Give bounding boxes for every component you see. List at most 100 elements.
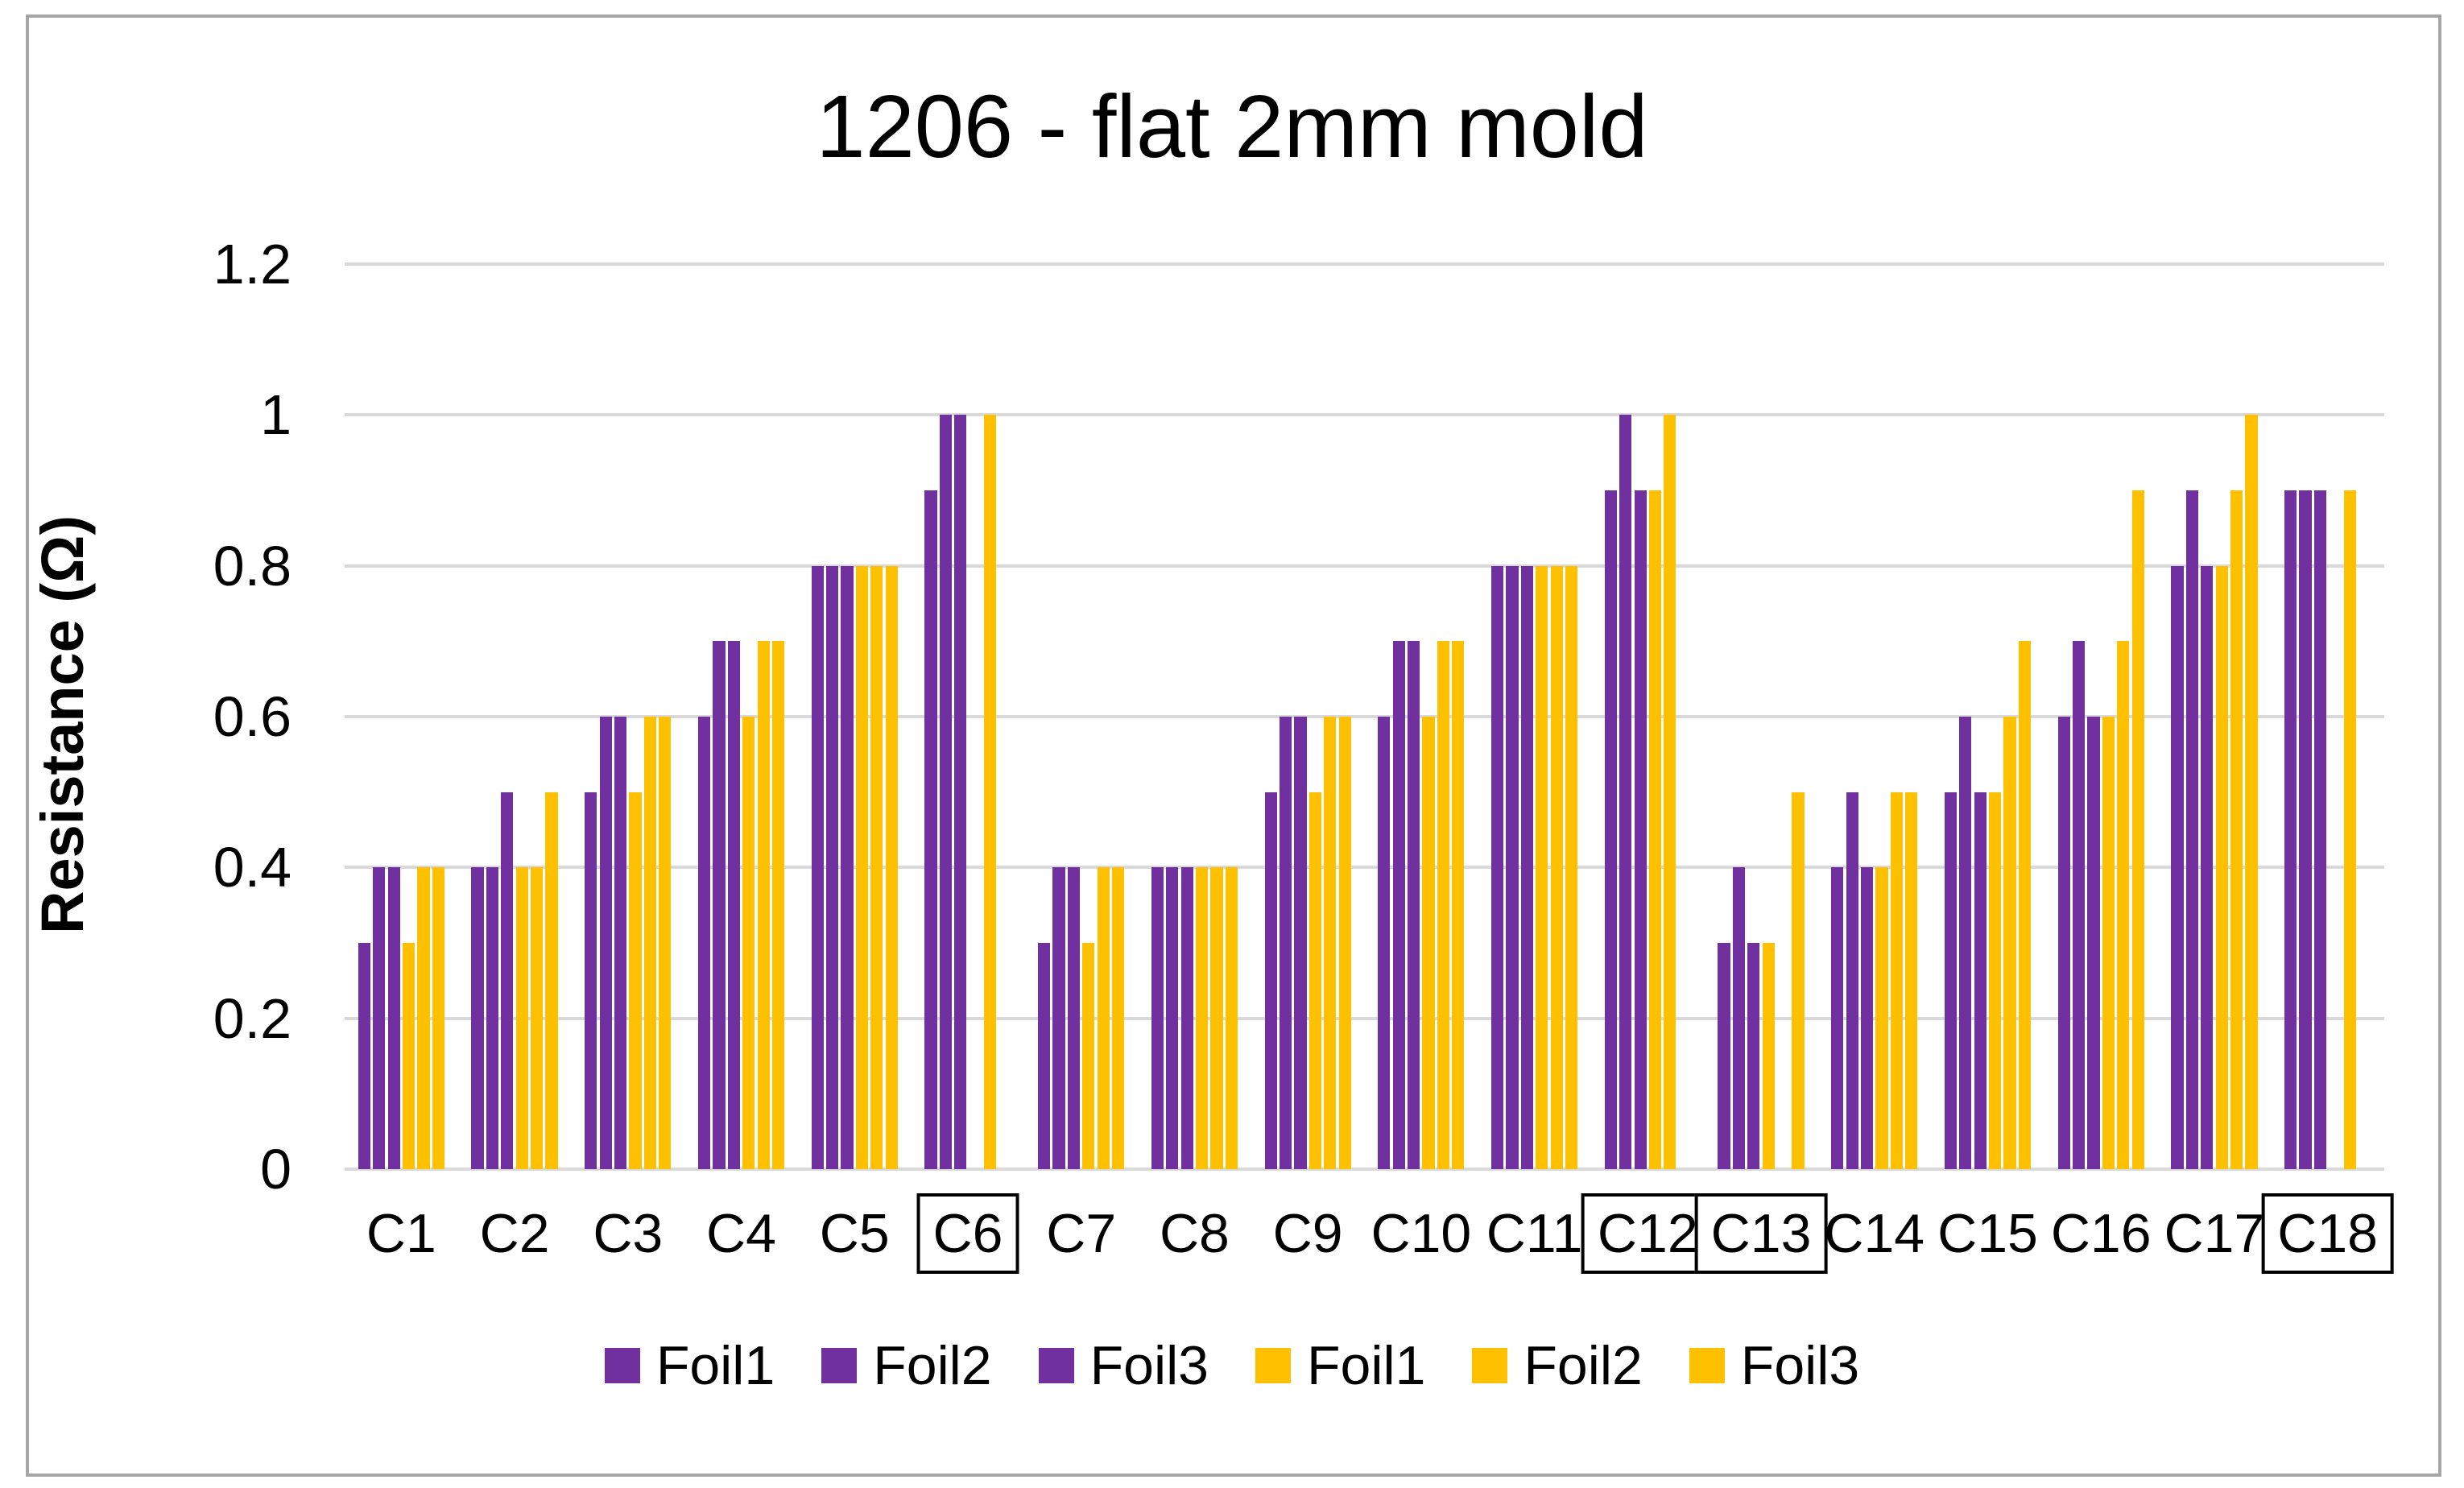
- bar-c17-foil1-purple: [2171, 565, 2184, 1169]
- bar-c1-foil3-purple: [387, 867, 400, 1169]
- bar-c5-foil1-purple: [811, 565, 824, 1169]
- bar-c1-foil1-yellow: [402, 943, 415, 1169]
- bar-c4-foil2-yellow: [757, 641, 770, 1169]
- bar-c11-foil1-purple: [1490, 565, 1504, 1169]
- bar-c10-foil3-yellow: [1452, 641, 1465, 1169]
- legend-item: Foil1: [1255, 1338, 1425, 1393]
- y-tick-label: 1: [260, 383, 291, 447]
- bar-c15-foil1-yellow: [1989, 792, 2002, 1169]
- bar-c2-foil1-yellow: [515, 867, 528, 1169]
- bar-c8-foil3-purple: [1180, 867, 1193, 1169]
- bar-c12-foil1-yellow: [1648, 490, 1662, 1169]
- x-category-label-c17: C17: [2164, 1203, 2265, 1264]
- y-tick-label: 0.4: [213, 836, 291, 899]
- bar-c5-foil1-yellow: [855, 565, 869, 1169]
- legend-item: Foil3: [1689, 1338, 1859, 1393]
- y-tick-label: 0.2: [213, 986, 291, 1050]
- bar-c16-foil2-purple: [2072, 641, 2086, 1169]
- bar-c17-foil3-yellow: [2245, 415, 2258, 1169]
- bar-c16-foil1-yellow: [2102, 717, 2115, 1169]
- bar-c10-foil1-yellow: [1422, 717, 1435, 1169]
- bar-c13-foil1-purple: [1718, 943, 1730, 1169]
- x-category-label-c8: C8: [1159, 1203, 1230, 1264]
- legend-swatch-icon: [821, 1348, 858, 1383]
- bar-c17-foil3-purple: [2201, 565, 2214, 1169]
- gridline: [345, 1168, 2384, 1171]
- bar-c4-foil1-yellow: [742, 717, 755, 1169]
- bar-c7-foil3-yellow: [1112, 867, 1125, 1169]
- bar-c7-foil2-yellow: [1097, 867, 1110, 1169]
- bar-c5-foil3-purple: [841, 565, 854, 1169]
- bar-c18-foil2-purple: [2299, 490, 2312, 1169]
- bar-c16-foil3-purple: [2087, 717, 2100, 1169]
- x-category-label-c6: C6: [916, 1193, 1019, 1274]
- bar-c11-foil2-purple: [1506, 565, 1519, 1169]
- bar-c1-foil2-yellow: [417, 867, 430, 1169]
- x-category-label-c2: C2: [479, 1203, 550, 1264]
- gridline: [345, 262, 2384, 267]
- bar-c14-foil1-yellow: [1875, 867, 1888, 1169]
- bar-c18-foil3-purple: [2313, 490, 2327, 1169]
- bar-c3-foil3-purple: [614, 717, 627, 1169]
- bar-c7-foil2-purple: [1052, 867, 1065, 1169]
- bar-c4-foil3-yellow: [771, 641, 785, 1169]
- bar-c9-foil2-yellow: [1324, 717, 1337, 1169]
- bar-c12-foil2-yellow: [1664, 415, 1676, 1169]
- bar-c15-foil1-purple: [1944, 792, 1958, 1169]
- legend-item: Foil3: [1038, 1335, 1209, 1396]
- legend-label: Foil3: [1089, 1335, 1209, 1396]
- bar-c3-foil1-purple: [585, 792, 597, 1169]
- bar-c9-foil1-yellow: [1308, 792, 1321, 1169]
- chart-title: 1206 - flat 2mm mold: [816, 77, 1648, 176]
- legend-item: Foil1: [604, 1338, 775, 1393]
- bar-c11-foil1-yellow: [1536, 565, 1548, 1169]
- bar-c13-foil2-purple: [1732, 867, 1745, 1169]
- x-category-label-c11: C11: [1486, 1203, 1583, 1264]
- bar-c2-foil2-purple: [486, 867, 499, 1169]
- bar-c9-foil2-purple: [1279, 717, 1292, 1169]
- x-category-label-c16: C16: [2050, 1203, 2152, 1264]
- bar-c7-foil1-yellow: [1082, 943, 1095, 1169]
- bar-c4-foil2-purple: [713, 641, 726, 1169]
- bar-c1-foil2-purple: [373, 867, 386, 1169]
- bar-c8-foil1-yellow: [1196, 867, 1209, 1169]
- gridline: [345, 413, 2384, 417]
- legend-label: Foil3: [1740, 1335, 1860, 1396]
- bar-c8-foil2-purple: [1166, 867, 1179, 1169]
- bar-c7-foil3-purple: [1067, 867, 1081, 1169]
- bar-c17-foil2-purple: [2185, 490, 2198, 1169]
- bar-c11-foil3-yellow: [1565, 565, 1578, 1169]
- bar-c9-foil3-purple: [1294, 717, 1307, 1169]
- bar-c5-foil2-yellow: [870, 565, 883, 1169]
- bar-c2-foil1-purple: [471, 867, 484, 1169]
- bar-c8-foil1-purple: [1151, 867, 1164, 1169]
- gridline: [345, 1016, 2384, 1020]
- bar-c3-foil2-purple: [599, 717, 612, 1169]
- x-category-label-c3: C3: [593, 1203, 664, 1264]
- bar-c4-foil3-purple: [727, 641, 740, 1169]
- bar-c14-foil2-purple: [1846, 792, 1858, 1169]
- x-category-label-c14: C14: [1824, 1203, 1925, 1264]
- bar-c17-foil1-yellow: [2215, 565, 2228, 1169]
- x-category-label-c18: C18: [2261, 1193, 2394, 1274]
- bar-c3-foil1-yellow: [629, 792, 642, 1169]
- x-category-label-c10: C10: [1370, 1203, 1472, 1264]
- bar-c12-foil2-purple: [1619, 415, 1632, 1169]
- legend-label: Foil1: [1307, 1335, 1426, 1396]
- bar-c2-foil3-purple: [501, 792, 514, 1169]
- bar-c13-foil3-yellow: [1792, 792, 1805, 1169]
- legend: Foil1 Foil2 Foil3 Foil1 Foil2 Foil3: [0, 1338, 2464, 1393]
- bar-c6-foil3-purple: [954, 415, 967, 1169]
- bar-c18-foil1-purple: [2284, 490, 2297, 1169]
- bar-c11-foil2-yellow: [1550, 565, 1563, 1169]
- x-category-label-c4: C4: [706, 1203, 776, 1264]
- legend-swatch-icon: [1255, 1348, 1291, 1383]
- bar-c10-foil2-yellow: [1437, 641, 1450, 1169]
- bar-c15-foil3-yellow: [2018, 641, 2032, 1169]
- legend-swatch-icon: [1472, 1348, 1508, 1383]
- bar-c14-foil3-purple: [1860, 867, 1874, 1169]
- bar-c15-foil2-yellow: [2003, 717, 2016, 1169]
- legend-label: Foil2: [1523, 1335, 1643, 1396]
- bar-c4-foil1-purple: [697, 717, 711, 1169]
- x-category-label-c9: C9: [1272, 1203, 1343, 1264]
